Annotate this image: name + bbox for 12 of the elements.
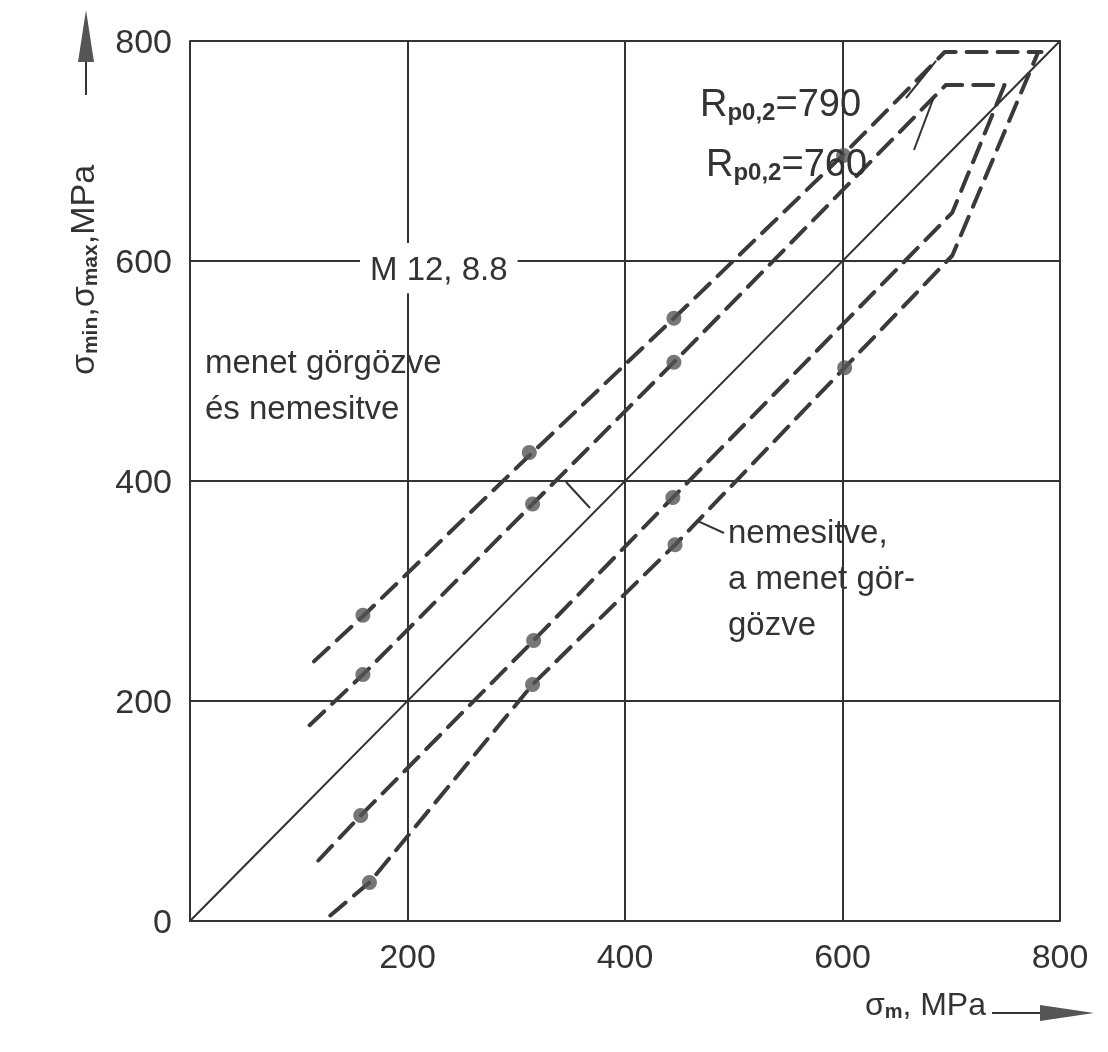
x-tick-label: 200	[379, 937, 436, 975]
x-tick-label: 800	[1031, 937, 1089, 975]
y-axis-title: σmin,σmax,MPa	[63, 164, 101, 376]
y-tick-label: 400	[115, 462, 172, 500]
annotation: M 12, 8.8	[370, 249, 508, 287]
x-axis-title: σm, MPa	[864, 986, 987, 1022]
y-tick-label: 200	[115, 682, 172, 720]
y-tick-label: 800	[115, 22, 172, 60]
x-tick-label: 400	[596, 937, 654, 975]
y-tick-label: 600	[115, 242, 172, 280]
y-tick-label: 0	[153, 902, 172, 940]
x-tick-label: 600	[814, 937, 871, 975]
